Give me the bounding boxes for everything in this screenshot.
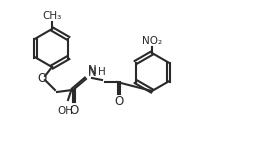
Text: O: O bbox=[37, 71, 47, 85]
Text: N: N bbox=[88, 66, 97, 79]
Text: O: O bbox=[69, 104, 79, 117]
Text: O: O bbox=[114, 95, 124, 108]
Text: OH: OH bbox=[57, 106, 73, 116]
Text: CH₃: CH₃ bbox=[42, 11, 62, 21]
Text: NO₂: NO₂ bbox=[142, 36, 162, 46]
Text: N: N bbox=[88, 64, 97, 77]
Text: H: H bbox=[98, 67, 106, 77]
